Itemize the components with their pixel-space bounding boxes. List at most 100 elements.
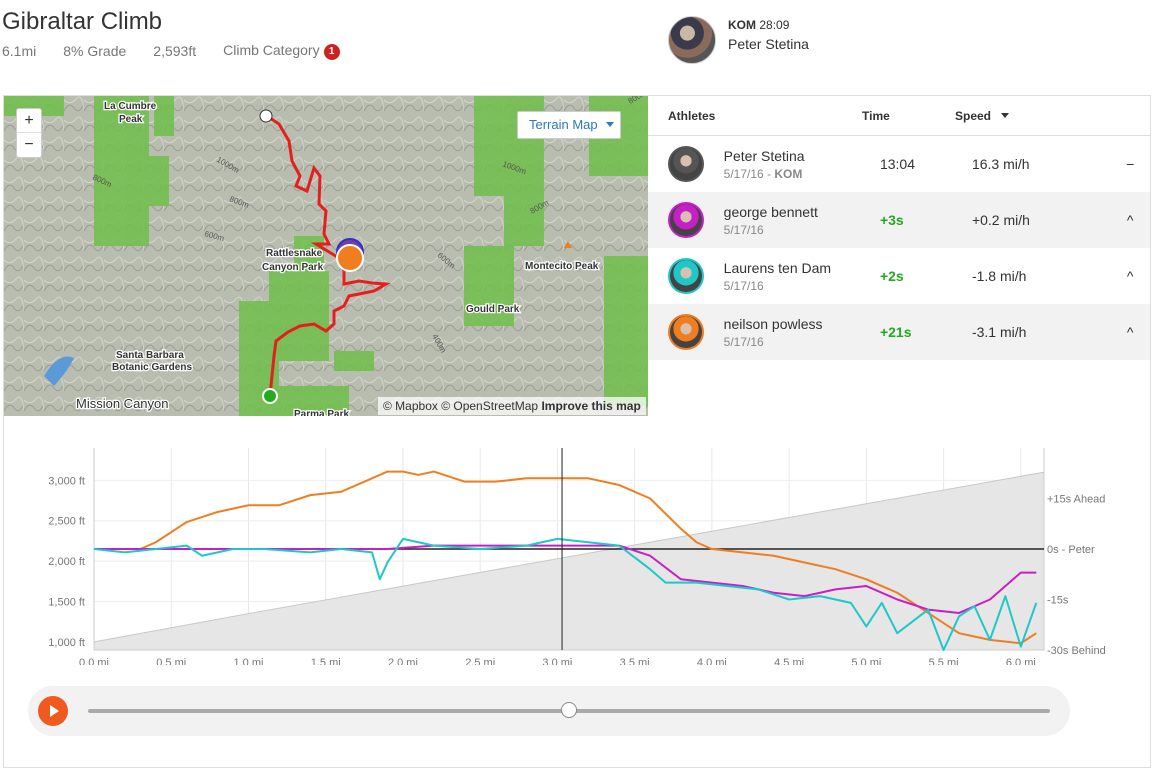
x-tick-label: 2.5 mi — [465, 657, 495, 665]
segment-stats: 6.1mi 8% Grade 2,593ft Climb Category 1 — [2, 42, 340, 60]
header-athletes: Athletes — [668, 108, 716, 123]
map-canvas: La Cumbre Peak Rattlesnake Canyon Park M… — [4, 96, 648, 416]
effort-speed: 16.3 mi/h — [971, 156, 1030, 172]
x-tick-label: 3.0 mi — [542, 657, 572, 665]
effort-date: 5/17/16 — [723, 222, 764, 237]
elevation-comparison-chart[interactable]: 0.0 mi 0.5 mi 1.0 mi 1.5 mi 2.0 mi 2.5 mi 3.0 … — [30, 440, 1120, 665]
zoom-in-button[interactable]: + — [17, 109, 41, 133]
expand-icon[interactable]: ^ — [1126, 268, 1134, 284]
athlete-name[interactable]: george bennett — [723, 203, 818, 220]
expand-icon[interactable]: ^ — [1126, 324, 1134, 340]
improve-map-link[interactable]: Improve this map — [541, 399, 641, 413]
kom-holder[interactable]: KOM 28:09 Peter Stetina — [668, 16, 809, 64]
x-tick-label: 4.5 mi — [774, 657, 804, 665]
y-tick-label: 3,000 ft — [48, 475, 85, 487]
route-line — [266, 114, 391, 397]
series-line — [93, 537, 1038, 651]
play-button[interactable] — [38, 696, 68, 726]
playback-bar — [28, 686, 1070, 736]
x-tick-label: 4.0 mi — [697, 657, 727, 665]
forest-areas — [4, 96, 648, 416]
athlete-avatar[interactable] — [668, 314, 704, 350]
header-time: Time — [862, 108, 890, 123]
athlete-avatar[interactable] — [668, 258, 704, 294]
contour-label: 800m — [627, 96, 649, 106]
leaderboard-row[interactable]: george bennett 5/17/16 +3s +0.2 mi/h ^ — [648, 192, 1150, 248]
x-tick-label: 1.0 mi — [233, 657, 263, 665]
terrain-map[interactable]: La Cumbre Peak Rattlesnake Canyon Park M… — [4, 96, 648, 416]
athlete-avatar[interactable] — [668, 202, 704, 238]
kom-time: 28:09 — [759, 18, 790, 32]
effort-speed: -3.1 mi/h — [971, 324, 1027, 340]
athlete-name[interactable]: Peter Stetina — [723, 147, 805, 164]
y-tick-label: 1,000 ft — [48, 637, 85, 649]
effort-speed: -1.8 mi/h — [971, 268, 1027, 284]
map-label-sb-1: Santa Barbara — [116, 350, 184, 361]
x-tick-label: 1.5 mi — [311, 657, 341, 665]
map-label-rattlesnake-1: Rattlesnake — [266, 248, 323, 259]
x-tick-label: 5.5 mi — [929, 657, 959, 665]
map-label-rattlesnake-2: Canyon Park — [262, 262, 324, 273]
kom-name[interactable]: Peter Stetina — [728, 36, 809, 52]
effort-date: 5/17/16 — [723, 334, 764, 349]
athlete-name[interactable]: neilson powless — [723, 315, 823, 332]
x-tick-label: 3.5 mi — [620, 657, 650, 665]
series-line — [94, 470, 1037, 645]
climb-category-label: Climb Category — [223, 42, 320, 58]
finish-flag-icon — [259, 109, 273, 123]
sort-caret-icon[interactable] — [1001, 112, 1010, 118]
header-speed-label: Speed — [955, 108, 992, 123]
kom-tag: KOM — [774, 166, 803, 181]
x-tick-label: 6.0 mi — [1006, 657, 1036, 665]
zoom-out-button[interactable]: − — [24, 136, 34, 153]
x-tick-label: 2.0 mi — [388, 657, 418, 665]
right-axis-label: -15s — [1047, 595, 1069, 607]
attribution-text: © Mapbox © OpenStreetMap — [383, 399, 539, 413]
y-tick-label: 2,000 ft — [48, 556, 85, 568]
effort-speed: +0.2 mi/h — [971, 212, 1030, 228]
collapse-icon[interactable]: − — [1126, 156, 1135, 172]
chevron-down-icon — [605, 122, 614, 127]
leaderboard-row[interactable]: Peter Stetina 5/17/16 - KOM 13:04 16.3 mi/h… — [648, 136, 1150, 192]
x-tick-label: 0.5 mi — [156, 657, 186, 665]
athlete-name[interactable]: Laurens ten Dam — [723, 259, 832, 276]
map-label-mission: Mission Canyon — [76, 396, 169, 411]
reservoir — [44, 356, 74, 386]
segment-elevation: 2,593ft — [153, 43, 197, 59]
right-axis-label: +15s Ahead — [1047, 494, 1105, 506]
leaderboard-row[interactable]: Laurens ten Dam 5/17/16 +2s -1.8 mi/h ^ — [648, 248, 1150, 304]
peak-icon — [564, 241, 572, 248]
effort-date: 5/17/16 - KOM — [723, 166, 803, 181]
effort-time: +3s — [879, 212, 904, 228]
expand-icon[interactable]: ^ — [1126, 212, 1134, 228]
right-axis-label: 0s - Peter — [1047, 544, 1095, 556]
start-marker-icon — [262, 388, 278, 404]
effort-time: 13:04 — [879, 156, 915, 172]
kom-avatar[interactable] — [668, 16, 716, 64]
athlete-avatar[interactable] — [668, 146, 704, 182]
zoom-controls: + − — [16, 108, 42, 158]
effort-date: 5/17/16 — [723, 278, 764, 293]
x-tick-label: 5.0 mi — [851, 657, 881, 665]
map-type-dropdown[interactable]: Terrain Map — [517, 111, 621, 139]
segment-title: Gibraltar Climb — [2, 8, 163, 35]
effort-time: +21s — [879, 324, 912, 340]
leaderboard-header: Athletes Time Speed — [648, 96, 1150, 136]
athlete-leaderboard: Athletes Time Speed Peter Stetina 5/17/16… — [648, 96, 1150, 416]
leaderboard-row[interactable]: neilson powless 5/17/16 +21s -3.1 mi/h ^ — [648, 304, 1150, 360]
y-tick-label: 1,500 ft — [48, 597, 85, 609]
map-label-sb-2: Botanic Gardens — [112, 362, 192, 373]
athlete-marker[interactable] — [336, 244, 364, 272]
map-label-la-cumbre-1: La Cumbre — [104, 101, 157, 112]
segment-distance: 6.1mi — [2, 43, 37, 59]
map-attribution: © Mapbox © OpenStreetMap Improve this ma… — [378, 397, 646, 415]
header-speed[interactable]: Speed — [955, 109, 1095, 123]
kom-label: KOM — [728, 18, 756, 32]
effort-time: +2s — [879, 268, 904, 284]
climb-category-badge: 1 — [323, 44, 340, 60]
x-tick-label: 0.0 mi — [79, 657, 109, 665]
playback-scrubber[interactable] — [561, 702, 577, 718]
right-axis-label: -30s Behind — [1047, 645, 1106, 657]
map-label-parma: Parma Park — [294, 409, 349, 416]
map-label-la-cumbre-2: Peak — [119, 114, 143, 125]
